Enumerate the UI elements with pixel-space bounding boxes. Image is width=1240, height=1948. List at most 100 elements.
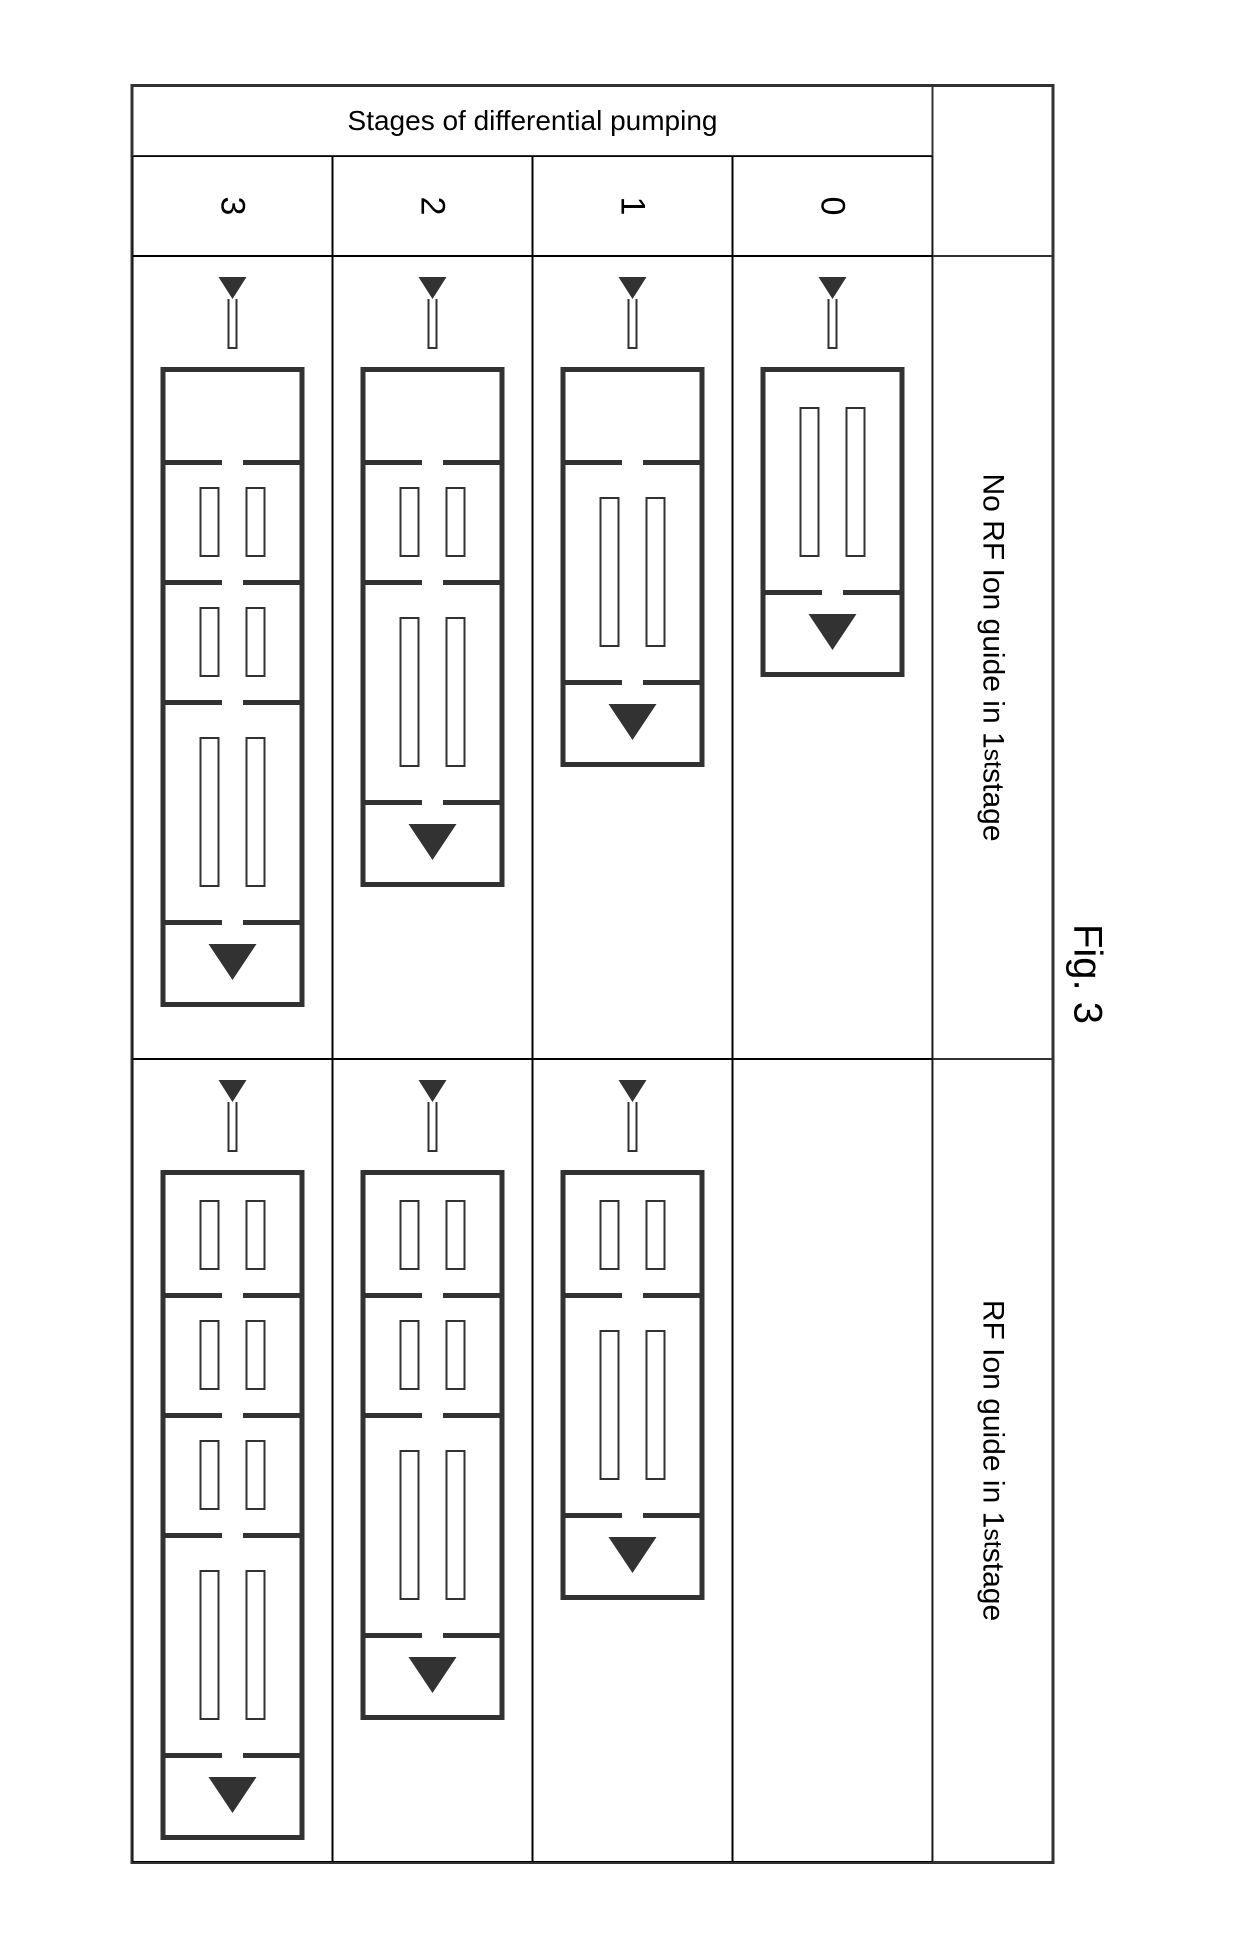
rf-rod-icon [400,1200,420,1270]
rf-rod-icon [246,1440,266,1510]
table-cell [733,256,933,1059]
rf-rod-icon [646,497,666,647]
rf-rod-icon [400,487,420,557]
rf-rod-icon [846,407,866,557]
skimmer-stage [566,372,700,462]
comparison-table: No RF Ion guide in 1st stage RF Ion guid… [131,84,1055,1864]
ion-guide-stage [166,1175,300,1295]
detector-icon [609,704,657,740]
esi-source-icon [219,277,247,349]
vacuum-chambers [561,1170,705,1600]
vacuum-chambers [361,367,505,887]
instrument-schematic [561,1080,705,1600]
rf-rod-icon [246,607,266,677]
skimmer-stage [366,372,500,462]
detector-icon [209,944,257,980]
esi-source-icon [419,1080,447,1152]
rf-rod-icon [446,487,466,557]
table-corner [933,86,1053,256]
detector-icon [209,1777,257,1813]
skimmer-stage [166,372,300,462]
rf-rod-icon [200,1440,220,1510]
rf-rod-icon [446,1450,466,1600]
ion-guide-stage [366,462,500,582]
detector-stage [366,1635,500,1715]
rf-rod-icon [246,1200,266,1270]
rf-rod-icon [600,497,620,647]
rf-rod-icon [800,407,820,557]
vacuum-chambers [161,367,305,1007]
rf-rod-icon [200,1570,220,1720]
ion-guide-stage [166,1295,300,1415]
table-cell [533,256,733,1059]
rf-rod-icon [446,1200,466,1270]
esi-source-icon [819,277,847,349]
mass-analyzer-stage [566,1295,700,1515]
rf-rod-icon [446,617,466,767]
table-cell [333,256,533,1059]
rf-rod-icon [600,1330,620,1480]
table-cell [333,1059,533,1862]
rf-rod-icon [246,487,266,557]
rf-rod-icon [200,607,220,677]
figure-title: Fig. 3 [1065,84,1110,1864]
ion-guide-stage [366,1175,500,1295]
rf-rod-icon [200,1200,220,1270]
ion-guide-stage [166,1415,300,1535]
esi-source-icon [419,277,447,349]
detector-stage [766,592,900,672]
detector-icon [409,824,457,860]
rf-rod-icon [400,617,420,767]
column-header-no-rf: No RF Ion guide in 1st stage [933,256,1053,1059]
mass-analyzer-stage [366,1415,500,1635]
rf-rod-icon [246,1320,266,1390]
vacuum-chambers [361,1170,505,1720]
ion-guide-stage [566,1175,700,1295]
row-header: 2 [333,156,533,256]
detector-icon [609,1537,657,1573]
ion-guide-stage [166,582,300,702]
mass-analyzer-stage [166,702,300,922]
table-cell [133,1059,333,1862]
rf-rod-icon [446,1320,466,1390]
rf-rod-icon [646,1330,666,1480]
row-header: 0 [733,156,933,256]
mass-analyzer-stage [766,372,900,592]
esi-source-icon [219,1080,247,1152]
esi-source-icon [619,277,647,349]
vacuum-chambers [161,1170,305,1840]
mass-analyzer-stage [566,462,700,682]
rf-rod-icon [600,1200,620,1270]
vacuum-chambers [561,367,705,767]
ion-guide-stage [166,462,300,582]
rf-rod-icon [200,1320,220,1390]
table-cell [733,1059,933,1862]
detector-icon [409,1657,457,1693]
instrument-schematic [561,277,705,767]
table-cell [133,256,333,1059]
figure: Fig. 3 No RF Ion guide in 1st stage RF I… [131,84,1110,1864]
rf-rod-icon [200,487,220,557]
column-header-rf: RF Ion guide in 1st stage [933,1059,1053,1862]
detector-stage [566,1515,700,1595]
rf-rod-icon [200,737,220,887]
rf-rod-icon [646,1200,666,1270]
instrument-schematic [361,1080,505,1720]
instrument-schematic [161,277,305,1007]
instrument-schematic [161,1080,305,1840]
row-header: 1 [533,156,733,256]
table-cell [533,1059,733,1862]
y-axis-label: Stages of differential pumping [133,86,933,156]
rf-rod-icon [400,1450,420,1600]
rf-rod-icon [400,1320,420,1390]
vacuum-chambers [761,367,905,677]
detector-stage [166,1755,300,1835]
mass-analyzer-stage [166,1535,300,1755]
instrument-schematic [761,277,905,677]
esi-source-icon [619,1080,647,1152]
instrument-schematic [361,277,505,887]
detector-stage [166,922,300,1002]
row-header: 3 [133,156,333,256]
ion-guide-stage [366,1295,500,1415]
mass-analyzer-stage [366,582,500,802]
